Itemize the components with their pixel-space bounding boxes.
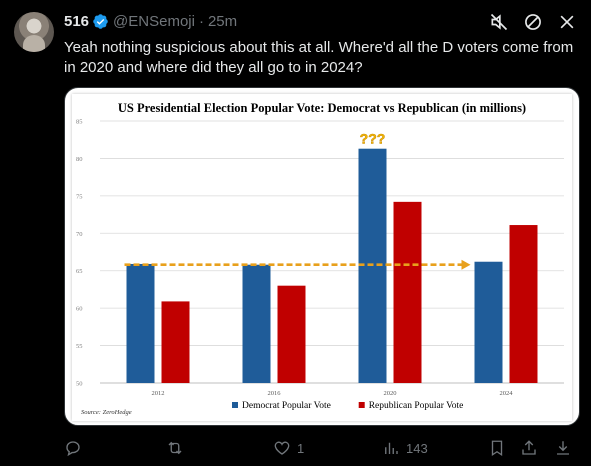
- y-tick-label: 50: [76, 381, 83, 388]
- republican-bar: [277, 285, 306, 383]
- download-button[interactable]: [554, 438, 572, 458]
- heart-icon: [274, 441, 290, 455]
- close-icon[interactable]: [557, 12, 577, 32]
- retweet-icon: [168, 441, 182, 455]
- legend-label: Republican Popular Vote: [369, 401, 464, 411]
- avatar[interactable]: [14, 12, 54, 52]
- like-button[interactable]: 1: [273, 438, 304, 458]
- chart-source: Source: ZeroHedge: [81, 409, 132, 416]
- timestamp[interactable]: 25m: [207, 13, 238, 30]
- trend-arrow-head: [461, 259, 471, 270]
- x-tick-label: 2020: [384, 390, 397, 397]
- democrat-bar: [474, 261, 503, 383]
- legend-swatch: [358, 402, 365, 408]
- tweet-header: 516 @ENSemoji · 25m: [64, 13, 237, 30]
- like-count: 1: [297, 440, 305, 456]
- retweet-button[interactable]: [166, 438, 190, 458]
- y-tick-label: 70: [76, 231, 83, 238]
- republican-bar: [393, 201, 422, 383]
- download-icon: [557, 441, 569, 455]
- tweet-actions: 1 143: [64, 438, 580, 458]
- y-tick-label: 60: [76, 306, 83, 313]
- republican-bar: [161, 301, 190, 383]
- views-button[interactable]: 143: [382, 438, 428, 458]
- tweet-media[interactable]: US Presidential Election Popular Vote: D…: [64, 87, 580, 426]
- mute-icon[interactable]: [489, 12, 509, 32]
- democrat-bar: [242, 264, 271, 383]
- author-name[interactable]: 516: [64, 13, 90, 30]
- block-icon[interactable]: [523, 12, 543, 32]
- legend-label: Democrat Popular Vote: [242, 401, 331, 411]
- x-tick-label: 2012: [152, 390, 165, 397]
- header-actions: [489, 12, 577, 32]
- y-tick-label: 80: [76, 156, 83, 163]
- x-tick-label: 2024: [500, 390, 514, 397]
- chart-title: US Presidential Election Popular Vote: D…: [117, 101, 527, 115]
- y-tick-label: 65: [76, 268, 83, 275]
- legend-swatch: [232, 402, 238, 408]
- views-count: 143: [406, 440, 428, 456]
- verified-badge-icon: [92, 13, 109, 30]
- y-tick-label: 55: [76, 343, 83, 350]
- share-icon: [522, 440, 536, 455]
- reply-icon: [66, 441, 80, 457]
- bar-chart: 50 55 60 65 70 75 80 85 2012 2016 2020 2024??? Democ…: [76, 119, 564, 411]
- y-tick-label: 75: [76, 193, 83, 200]
- x-tick-label: 2016: [268, 390, 282, 397]
- separator: ·: [198, 13, 204, 30]
- reply-button[interactable]: [64, 438, 88, 458]
- bookmark-icon: [491, 440, 503, 457]
- democrat-bar: [126, 263, 155, 383]
- share-button[interactable]: [520, 438, 538, 458]
- tweet-text: Yeah nothing suspicious about this at al…: [64, 39, 574, 76]
- bookmark-button[interactable]: [488, 438, 506, 458]
- chart-card: US Presidential Election Popular Vote: D…: [72, 94, 572, 421]
- y-tick-label: 85: [76, 119, 83, 126]
- question-marks-annotation: ???: [360, 131, 386, 147]
- views-icon: [385, 442, 398, 454]
- author-handle[interactable]: @ENSemoji: [113, 13, 195, 30]
- republican-bar: [509, 225, 538, 383]
